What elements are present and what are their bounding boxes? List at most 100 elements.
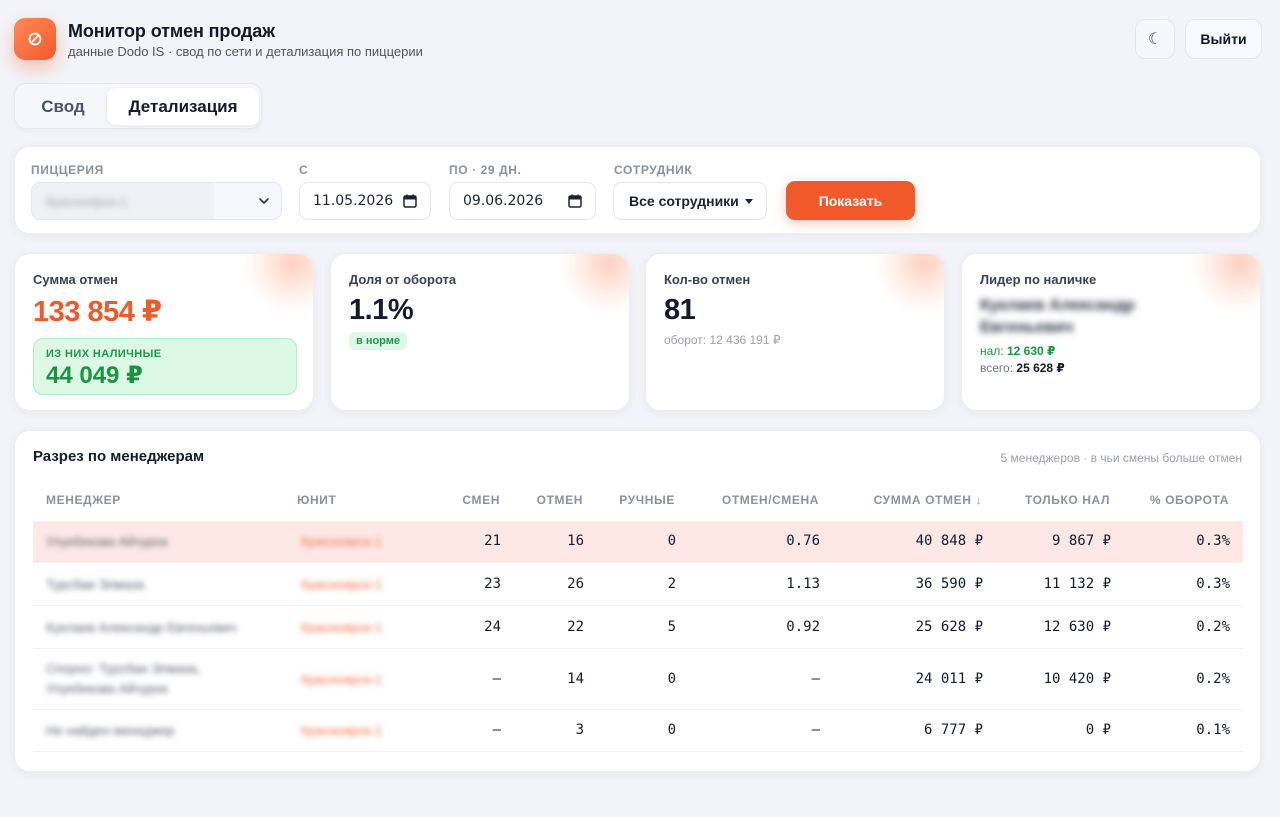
theme-toggle-button[interactable]: ☾	[1135, 19, 1175, 59]
employee-value: Все сотрудники	[629, 193, 739, 209]
moon-icon: ☾	[1147, 31, 1163, 48]
cell-cash: 0 ₽	[1085, 722, 1111, 738]
kpi-turnover-share: Доля от оборота 1.1% в норме	[330, 253, 630, 411]
date-from-input[interactable]: 11.05.2026	[299, 182, 431, 220]
pizzeria-select-value: Красноярск-1	[32, 183, 214, 219]
cash-label: ИЗ НИХ НАЛИЧНЫЕ	[46, 348, 162, 360]
cell-shifts: —	[492, 671, 501, 687]
managers-table-card: Разрез по менеджерам 5 менеджеров · в чь…	[14, 430, 1261, 772]
column-header[interactable]: Только нал	[1024, 493, 1110, 507]
date-from-value: 11.05.2026	[313, 193, 394, 209]
kpi-cancel-sum: Сумма отмен 133 854 ₽ ИЗ НИХ НАЛИЧНЫЕ 44…	[14, 253, 314, 411]
cell-pct: 0.1%	[1196, 722, 1230, 738]
cell-cash: 11 132 ₽	[1043, 576, 1111, 592]
kpi-value: 133 854 ₽	[33, 296, 162, 328]
kpi-value: 81	[664, 294, 696, 326]
column-header[interactable]: Менеджер	[46, 493, 121, 507]
table-title: Разрез по менеджерам	[33, 448, 205, 465]
employee-label: Сотрудник	[614, 163, 693, 177]
unit-name: Красноярск-1	[301, 620, 382, 635]
cell-sum: 36 590 ₽	[915, 576, 983, 592]
table-row[interactable]: Турсбаи Элмаза Красноярск-1 23 26 2 1.13 36 59…	[33, 563, 1243, 606]
logout-button[interactable]: Выйти	[1185, 19, 1262, 59]
cell-manual: 2	[667, 576, 676, 592]
chevron-down-icon	[259, 198, 269, 204]
column-header[interactable]: Ручные	[619, 493, 675, 507]
calendar-icon[interactable]	[402, 193, 418, 209]
cell-sum: 25 628 ₽	[915, 619, 983, 635]
cell-pct: 0.3%	[1196, 533, 1230, 549]
manager-name: Спорно: Турсбаи Элмаза, Улукбекова Айчур…	[46, 661, 201, 696]
table-row[interactable]: Куклаев Александр Евгеньевич Красноярск-1…	[33, 606, 1243, 649]
cell-cancels: 16	[567, 533, 584, 549]
logo	[14, 18, 56, 60]
cell-sum: 40 848 ₽	[915, 533, 983, 549]
table-row[interactable]: Улукбекова Айчурок Красноярск-1 21 16 0 0.76 4…	[33, 521, 1243, 563]
cell-cash: 9 867 ₽	[1051, 533, 1111, 549]
pizzeria-select[interactable]: Красноярск-1	[31, 182, 282, 220]
show-button[interactable]: Показать	[786, 181, 915, 220]
leader-total-value: 25 628 ₽	[1016, 361, 1065, 375]
cell-pct: 0.2%	[1196, 619, 1230, 635]
column-header[interactable]: Юнит	[297, 493, 337, 507]
cell-pct: 0.2%	[1196, 671, 1230, 687]
app-subtitle: данные Dodo IS · свод по сети и детализа…	[68, 44, 423, 59]
cell-shifts: 23	[484, 576, 501, 592]
cell-pct: 0.3%	[1196, 576, 1230, 592]
leader-cash-prefix: нал:	[980, 344, 1004, 358]
cash-share-box: ИЗ НИХ НАЛИЧНЫЕ 44 049 ₽	[33, 338, 297, 395]
tab-details[interactable]: Детализация	[107, 88, 259, 125]
manager-name: Турсбаи Элмаза	[46, 577, 145, 592]
unit-name: Красноярск-1	[301, 534, 382, 549]
date-to-label: По · 29 дн.	[449, 163, 522, 177]
leader-total: всего: 25 628 ₽	[980, 361, 1065, 375]
pizzeria-value: Красноярск-1	[46, 193, 127, 209]
no-entry-icon	[28, 32, 42, 46]
kpi-value: 1.1%	[349, 294, 414, 326]
column-header[interactable]: % оборота	[1149, 493, 1229, 507]
date-from-label: С	[299, 163, 309, 177]
unit-name: Красноярск-1	[301, 577, 382, 592]
decorative-glow	[559, 254, 629, 314]
cell-sum: 24 011 ₽	[915, 671, 983, 687]
cell-per-shift: 0.92	[786, 619, 820, 635]
date-to-input[interactable]: 09.06.2026	[449, 182, 596, 220]
app-title: Монитор отмен продаж	[68, 21, 275, 41]
cell-per-shift: 1.13	[786, 576, 820, 592]
decorative-glow	[243, 254, 313, 314]
manager-name: Не найден менеджер	[46, 723, 175, 738]
table-row[interactable]: Спорно: Турсбаи Элмаза, Улукбекова Айчур…	[33, 649, 1243, 710]
table-note: 5 менеджеров · в чьи смены больше отмен	[1000, 451, 1242, 465]
manager-name: Улукбекова Айчурок	[46, 534, 168, 549]
kpi-label: Доля от оборота	[349, 272, 457, 287]
cell-cancels: 22	[567, 619, 584, 635]
cell-manual: 0	[667, 722, 676, 738]
cell-per-shift: —	[811, 722, 820, 738]
column-header[interactable]: Сумма отмен ↓	[873, 493, 982, 507]
unit-name: Красноярск-1	[301, 723, 382, 738]
leader-name: Куклаев Александр Евгеньевич	[980, 297, 1135, 336]
column-header[interactable]: Отмен/смена	[721, 493, 819, 507]
unit-name: Красноярск-1	[301, 672, 382, 687]
view-tabs: Свод Детализация	[14, 83, 262, 129]
cell-cash: 12 630 ₽	[1043, 619, 1111, 635]
employee-dropdown[interactable]: Все сотрудники	[613, 182, 767, 220]
column-header[interactable]: Отмен	[536, 493, 583, 507]
status-badge: в норме	[349, 332, 408, 350]
tab-summary[interactable]: Свод	[41, 96, 85, 116]
leader-cash-value: 12 630 ₽	[1006, 344, 1056, 358]
column-header[interactable]: Смен	[462, 493, 500, 507]
table-row[interactable]: Не найден менеджер Красноярск-1 — 3 0 — 6 777 …	[33, 710, 1243, 752]
calendar-icon[interactable]	[567, 193, 583, 209]
cell-manual: 5	[667, 619, 676, 635]
decorative-glow	[1190, 254, 1260, 314]
cell-cancels: 26	[567, 576, 584, 592]
app-header: Монитор отмен продаж данные Dodo IS · св…	[14, 18, 1266, 62]
cell-cancels: 14	[567, 671, 584, 687]
cell-per-shift: 0.76	[786, 533, 820, 549]
pizzeria-label: Пиццерия	[31, 163, 104, 177]
kpi-cash-leader: Лидер по наличке Куклаев Александр Евген…	[961, 253, 1261, 411]
kpi-cancel-count: Кол-во отмен 81 оборот: 12 436 191 ₽	[645, 253, 945, 411]
date-to-value: 09.06.2026	[463, 193, 544, 209]
kpi-label: Сумма отмен	[33, 272, 119, 287]
